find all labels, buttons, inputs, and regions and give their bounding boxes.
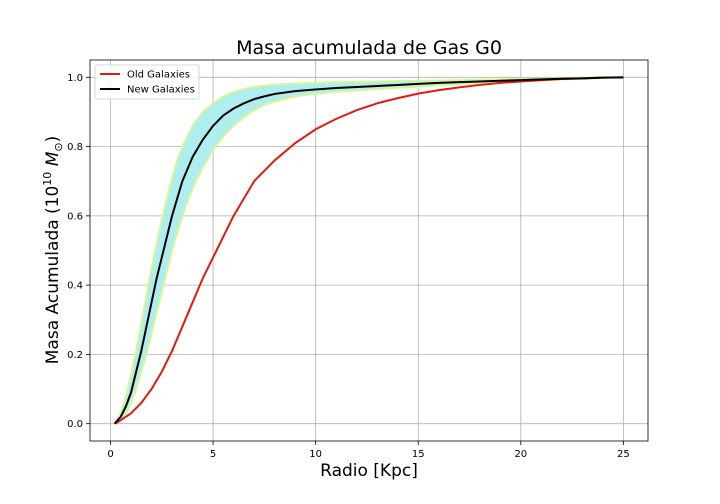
y-axis-label-unit: M — [43, 151, 63, 166]
plot-frame — [89, 59, 649, 442]
y-tick-label: 0.0 — [67, 419, 83, 430]
y-tick-label: 0.2 — [67, 350, 83, 361]
chart-title: Masa acumulada de Gas G0 — [236, 37, 502, 59]
band-lower-edge — [114, 76, 624, 425]
y-axis-label-prefix: Masa Acumulada (10 — [43, 186, 63, 365]
legend-label-old: Old Galaxies — [127, 70, 190, 81]
new-galaxies-line — [113, 76, 624, 425]
x-tick-label: 5 — [210, 449, 216, 460]
y-axis-label-suffix: ) — [43, 136, 63, 143]
y-tick-label: 0.6 — [67, 211, 83, 222]
band-layer — [113, 76, 624, 425]
x-tick-label: 0 — [107, 449, 113, 460]
x-tick-label: 15 — [412, 449, 425, 460]
y-tick-label: 1.0 — [67, 73, 83, 84]
y-ticks: 0.0 0.2 0.4 0.6 0.8 1.0 — [67, 73, 90, 430]
x-tick-label: 20 — [514, 449, 527, 460]
x-ticks: 0 5 10 15 20 25 — [107, 441, 630, 460]
x-axis-label: Radio [Kpc] — [320, 461, 418, 481]
grid — [90, 60, 648, 441]
x-tick-label: 10 — [309, 449, 322, 460]
y-axis-label-exponent: 10 — [41, 172, 54, 186]
y-tick-label: 0.4 — [67, 281, 83, 292]
old-galaxies-line — [114, 76, 624, 425]
legend-label-new: New Galaxies — [127, 85, 195, 96]
band-upper-edge — [113, 76, 624, 425]
y-axis-label-subscript: ⊙ — [52, 142, 65, 151]
y-tick-label: 0.8 — [67, 142, 83, 153]
series-layer — [113, 76, 624, 425]
legend: Old Galaxies New Galaxies — [94, 64, 200, 100]
x-tick-label: 25 — [617, 449, 630, 460]
legend-box — [94, 64, 200, 100]
y-axis-label: Masa Acumulada (1010 M⊙) — [41, 136, 65, 365]
